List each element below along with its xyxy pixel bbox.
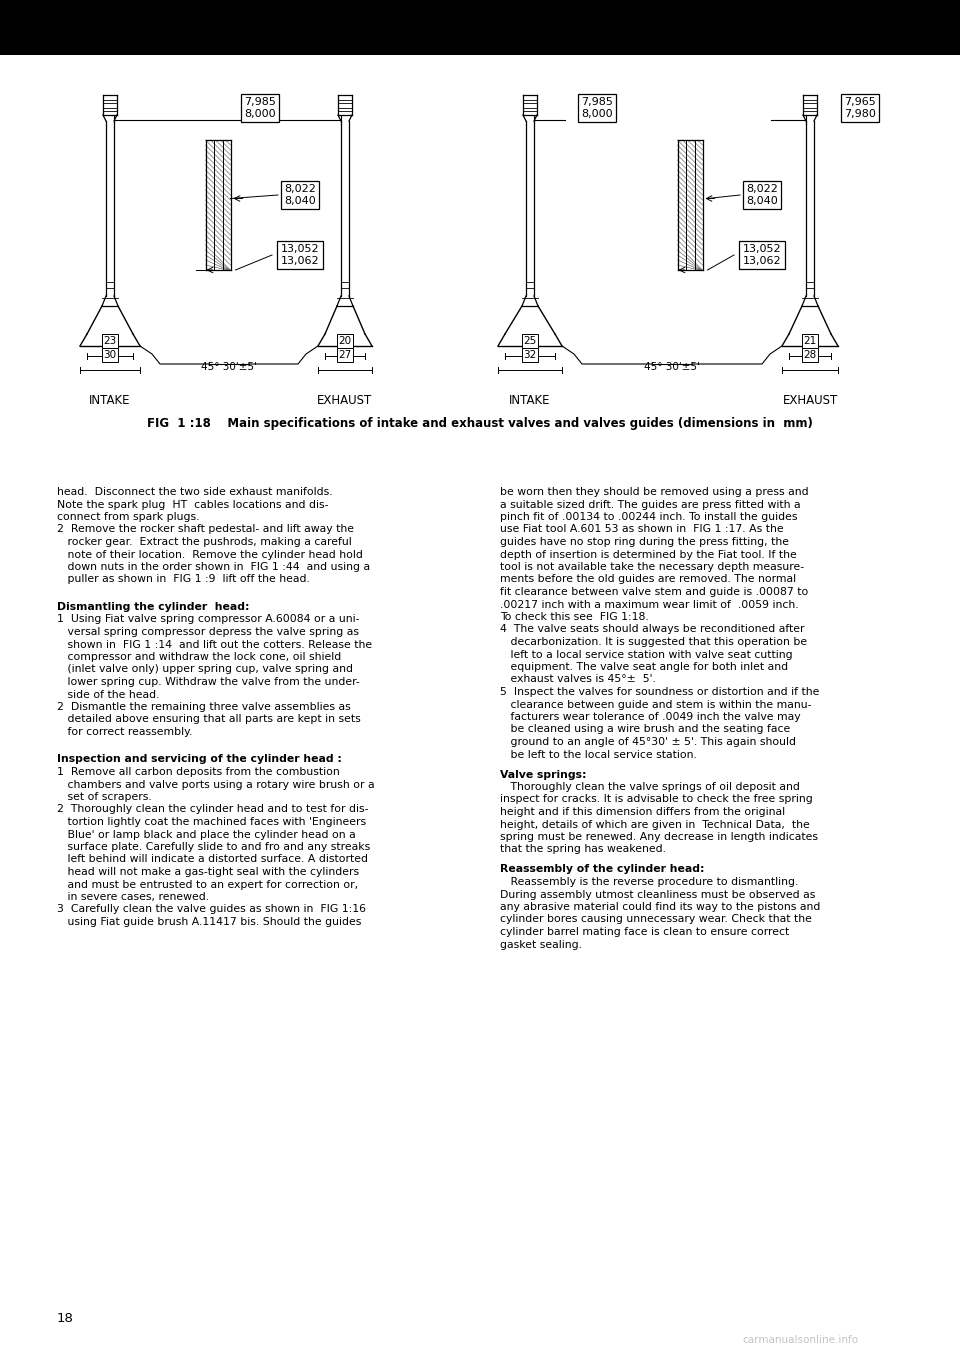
Text: During assembly utmost cleanliness must be observed as: During assembly utmost cleanliness must …: [500, 889, 815, 899]
Text: 45° 30'±5': 45° 30'±5': [201, 363, 257, 372]
Text: Reassembly of the cylinder head:: Reassembly of the cylinder head:: [500, 865, 705, 875]
Text: connect from spark plugs.: connect from spark plugs.: [57, 512, 200, 521]
Text: chambers and valve ports using a rotary wire brush or a: chambers and valve ports using a rotary …: [57, 779, 374, 789]
Text: 25: 25: [523, 335, 537, 346]
Text: INTAKE: INTAKE: [509, 395, 551, 407]
Text: exhaust valves is 45°±  5'.: exhaust valves is 45°± 5'.: [500, 675, 656, 684]
Text: using Fiat guide brush A.11417 bis. Should the guides: using Fiat guide brush A.11417 bis. Shou…: [57, 917, 361, 928]
Text: head.  Disconnect the two side exhaust manifolds.: head. Disconnect the two side exhaust ma…: [57, 488, 332, 497]
Text: any abrasive material could find its way to the pistons and: any abrasive material could find its way…: [500, 902, 821, 913]
Text: spring must be renewed. Any decrease in length indicates: spring must be renewed. Any decrease in …: [500, 832, 818, 842]
Text: decarbonization. It is suggested that this operation be: decarbonization. It is suggested that th…: [500, 637, 807, 646]
Text: 45° 30'±5': 45° 30'±5': [644, 363, 700, 372]
Text: Valve springs:: Valve springs:: [500, 770, 587, 779]
Text: in severe cases, renewed.: in severe cases, renewed.: [57, 892, 209, 902]
Text: 8,022
8,040: 8,022 8,040: [284, 185, 316, 206]
Text: 8,022
8,040: 8,022 8,040: [746, 185, 778, 206]
Text: equipment. The valve seat angle for both inlet and: equipment. The valve seat angle for both…: [500, 661, 788, 672]
Text: that the spring has weakened.: that the spring has weakened.: [500, 845, 666, 854]
Text: 20: 20: [339, 335, 351, 346]
Text: 2  Remove the rocker shaft pedestal- and lift away the: 2 Remove the rocker shaft pedestal- and …: [57, 524, 354, 535]
Text: be worn then they should be removed using a press and: be worn then they should be removed usin…: [500, 488, 808, 497]
Text: shown in  FIG 1 :14  and lift out the cotters. Release the: shown in FIG 1 :14 and lift out the cott…: [57, 640, 372, 649]
Text: facturers wear tolerance of .0049 inch the valve may: facturers wear tolerance of .0049 inch t…: [500, 712, 801, 722]
Text: be left to the local service station.: be left to the local service station.: [500, 750, 697, 759]
Text: and must be entrusted to an expert for correction or,: and must be entrusted to an expert for c…: [57, 880, 358, 889]
Text: depth of insertion is determined by the Fiat tool. If the: depth of insertion is determined by the …: [500, 550, 797, 559]
Text: (inlet valve only) upper spring cup, valve spring and: (inlet valve only) upper spring cup, val…: [57, 664, 353, 675]
Text: ground to an angle of 45°30' ± 5'. This again should: ground to an angle of 45°30' ± 5'. This …: [500, 737, 796, 747]
Text: for correct reassembly.: for correct reassembly.: [57, 727, 192, 737]
Text: versal spring compressor depress the valve spring as: versal spring compressor depress the val…: [57, 627, 359, 637]
Text: 13,052
13,062: 13,052 13,062: [743, 244, 781, 266]
Text: detailed above ensuring that all parts are kept in sets: detailed above ensuring that all parts a…: [57, 714, 361, 725]
Text: Inspection and servicing of the cylinder head :: Inspection and servicing of the cylinder…: [57, 755, 342, 765]
Text: down nuts in the order shown in  FIG 1 :44  and using a: down nuts in the order shown in FIG 1 :4…: [57, 562, 371, 572]
Text: Note the spark plug  HT  cables locations and dis-: Note the spark plug HT cables locations …: [57, 500, 328, 509]
Text: 7,965
7,980: 7,965 7,980: [844, 98, 876, 118]
Text: cylinder bores causing unnecessary wear. Check that the: cylinder bores causing unnecessary wear.…: [500, 914, 812, 925]
Text: 32: 32: [523, 350, 537, 360]
Text: FIG  1 :18    Main specifications of intake and exhaust valves and valves guides: FIG 1 :18 Main specifications of intake …: [147, 417, 813, 429]
Text: fit clearance between valve stem and guide is .00087 to: fit clearance between valve stem and gui…: [500, 587, 808, 598]
Text: 4  The valve seats should always be reconditioned after: 4 The valve seats should always be recon…: [500, 625, 804, 634]
Text: EXHAUST: EXHAUST: [782, 395, 838, 407]
Text: To check this see  FIG 1:18.: To check this see FIG 1:18.: [500, 612, 649, 622]
Text: ments before the old guides are removed. The normal: ments before the old guides are removed.…: [500, 574, 796, 584]
Text: 1  Using Fiat valve spring compressor A.60084 or a uni-: 1 Using Fiat valve spring compressor A.6…: [57, 615, 359, 625]
Text: puller as shown in  FIG 1 :9  lift off the head.: puller as shown in FIG 1 :9 lift off the…: [57, 574, 310, 584]
Text: 3  Carefully clean the valve guides as shown in  FIG 1:16: 3 Carefully clean the valve guides as sh…: [57, 904, 366, 914]
Text: guides have no stop ring during the press fitting, the: guides have no stop ring during the pres…: [500, 536, 789, 547]
Text: 27: 27: [338, 350, 351, 360]
Text: surface plate. Carefully slide to and fro and any streaks: surface plate. Carefully slide to and fr…: [57, 842, 371, 851]
Text: carmanualsonline.info: carmanualsonline.info: [742, 1335, 858, 1344]
Bar: [0, 0, 960, 56]
Text: cylinder barrel mating face is clean to ensure correct: cylinder barrel mating face is clean to …: [500, 928, 789, 937]
Text: Blue' or lamp black and place the cylinder head on a: Blue' or lamp black and place the cylind…: [57, 830, 356, 839]
Text: 5  Inspect the valves for soundness or distortion and if the: 5 Inspect the valves for soundness or di…: [500, 687, 820, 697]
Text: left behind will indicate a distorted surface. A distorted: left behind will indicate a distorted su…: [57, 854, 368, 865]
Text: INTAKE: INTAKE: [89, 395, 131, 407]
Text: Reassembly is the reverse procedure to dismantling.: Reassembly is the reverse procedure to d…: [500, 877, 799, 887]
Text: a suitable sized drift. The guides are press fitted with a: a suitable sized drift. The guides are p…: [500, 500, 801, 509]
Text: left to a local service station with valve seat cutting: left to a local service station with val…: [500, 649, 793, 660]
Text: tool is not available take the necessary depth measure-: tool is not available take the necessary…: [500, 562, 804, 572]
Text: 1  Remove all carbon deposits from the combustion: 1 Remove all carbon deposits from the co…: [57, 767, 340, 777]
Text: clearance between guide and stem is within the manu-: clearance between guide and stem is with…: [500, 699, 811, 709]
Text: 18: 18: [57, 1312, 74, 1324]
Text: inspect for cracks. It is advisable to check the free spring: inspect for cracks. It is advisable to c…: [500, 794, 813, 804]
Text: 21: 21: [804, 335, 817, 346]
Text: note of their location.  Remove the cylinder head hold: note of their location. Remove the cylin…: [57, 550, 363, 559]
Text: 2  Dismantle the remaining three valve assemblies as: 2 Dismantle the remaining three valve as…: [57, 702, 350, 712]
Text: rocker gear.  Extract the pushrods, making a careful: rocker gear. Extract the pushrods, makin…: [57, 536, 351, 547]
Text: 7,985
8,000: 7,985 8,000: [244, 98, 276, 118]
Text: .00217 inch with a maximum wear limit of  .0059 inch.: .00217 inch with a maximum wear limit of…: [500, 599, 799, 610]
Text: height, details of which are given in  Technical Data,  the: height, details of which are given in Te…: [500, 819, 809, 830]
Text: 30: 30: [104, 350, 116, 360]
Text: 23: 23: [104, 335, 116, 346]
Text: compressor and withdraw the lock cone, oil shield: compressor and withdraw the lock cone, o…: [57, 652, 341, 661]
Text: tortion lightly coat the machined faces with 'Engineers: tortion lightly coat the machined faces …: [57, 818, 366, 827]
Text: use Fiat tool A.601 53 as shown in  FIG 1 :17. As the: use Fiat tool A.601 53 as shown in FIG 1…: [500, 524, 783, 535]
Text: pinch fit of .00134 to .00244 inch. To install the guides: pinch fit of .00134 to .00244 inch. To i…: [500, 512, 798, 521]
Text: gasket sealing.: gasket sealing.: [500, 940, 582, 949]
Text: set of scrapers.: set of scrapers.: [57, 792, 152, 803]
Text: 2  Thoroughly clean the cylinder head and to test for dis-: 2 Thoroughly clean the cylinder head and…: [57, 804, 369, 815]
Text: 13,052
13,062: 13,052 13,062: [280, 244, 320, 266]
Text: lower spring cup. Withdraw the valve from the under-: lower spring cup. Withdraw the valve fro…: [57, 678, 360, 687]
Text: 28: 28: [804, 350, 817, 360]
Text: EXHAUST: EXHAUST: [318, 395, 372, 407]
Text: height and if this dimension differs from the original: height and if this dimension differs fro…: [500, 807, 785, 818]
Text: side of the head.: side of the head.: [57, 690, 159, 699]
Text: 7,985
8,000: 7,985 8,000: [581, 98, 612, 118]
Text: be cleaned using a wire brush and the seating face: be cleaned using a wire brush and the se…: [500, 725, 790, 735]
Text: Dismantling the cylinder  head:: Dismantling the cylinder head:: [57, 602, 250, 612]
Text: Thoroughly clean the valve springs of oil deposit and: Thoroughly clean the valve springs of oi…: [500, 782, 800, 792]
Text: head will not make a gas-tight seal with the cylinders: head will not make a gas-tight seal with…: [57, 866, 359, 877]
